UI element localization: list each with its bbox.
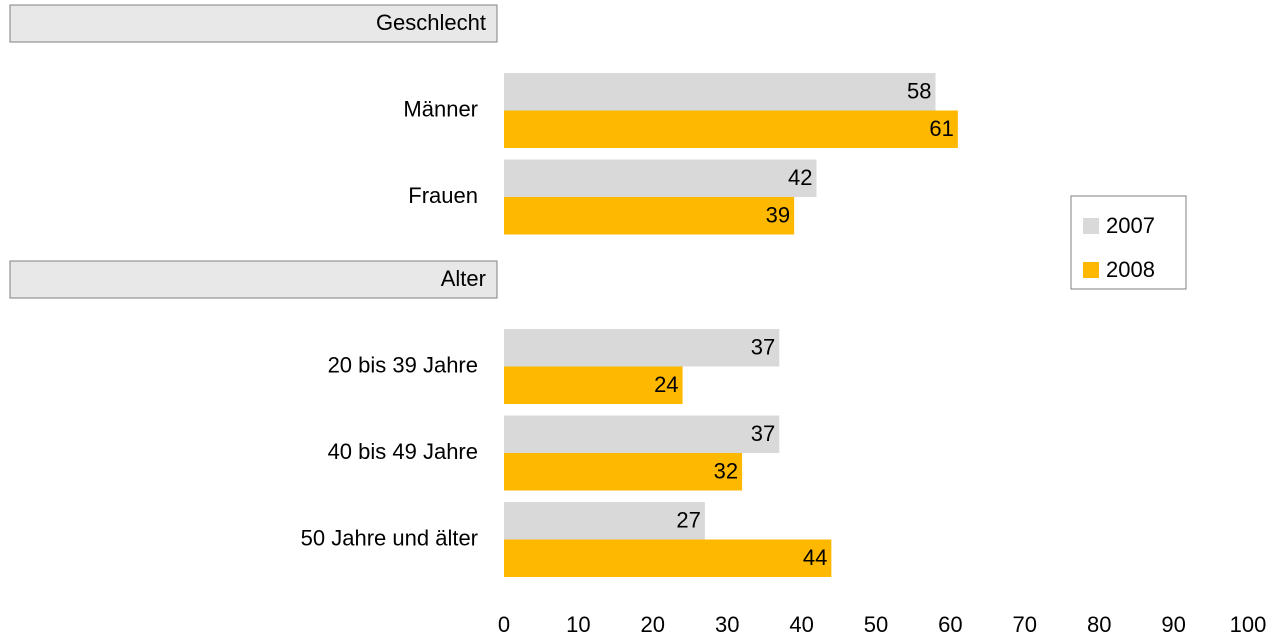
category-label: 50 Jahre und älter	[301, 525, 478, 550]
bar	[504, 329, 780, 367]
legend-swatch	[1083, 262, 1099, 278]
value-label: 58	[907, 79, 931, 104]
x-tick-label: 80	[1087, 612, 1111, 637]
value-label: 44	[803, 545, 827, 570]
x-tick-label: 20	[641, 612, 665, 637]
bar	[504, 453, 743, 491]
group-header-box	[9, 260, 498, 299]
x-tick-label: 50	[864, 612, 888, 637]
bar	[504, 159, 817, 197]
category-label: 20 bis 39 Jahre	[328, 352, 478, 377]
legend-label: 2008	[1106, 257, 1155, 282]
value-label: 24	[654, 372, 678, 397]
category-label: Männer	[403, 96, 478, 121]
bar	[504, 366, 683, 404]
group-header: Geschlecht	[376, 10, 486, 35]
bar	[504, 73, 936, 111]
category-label: Frauen	[408, 183, 478, 208]
value-label: 61	[929, 116, 953, 141]
bar	[504, 110, 958, 148]
bar	[504, 502, 705, 540]
x-tick-label: 10	[566, 612, 590, 637]
bar	[504, 539, 832, 577]
legend-swatch	[1083, 218, 1099, 234]
legend-label: 2007	[1106, 213, 1155, 238]
value-label: 27	[676, 508, 700, 533]
value-label: 37	[751, 335, 775, 360]
x-tick-label: 30	[715, 612, 739, 637]
group-header-box	[9, 4, 498, 43]
x-tick-label: 40	[789, 612, 813, 637]
x-tick-label: 0	[498, 612, 510, 637]
bar	[504, 197, 795, 235]
x-tick-label: 70	[1013, 612, 1037, 637]
value-label: 39	[766, 203, 790, 228]
bar	[504, 415, 780, 453]
value-label: 42	[788, 165, 812, 190]
x-tick-label: 100	[1230, 612, 1267, 637]
value-label: 32	[714, 459, 738, 484]
category-label: 40 bis 49 Jahre	[328, 439, 478, 464]
group-header: Alter	[441, 266, 486, 291]
value-label: 37	[751, 421, 775, 446]
x-tick-label: 60	[938, 612, 962, 637]
x-tick-label: 90	[1161, 612, 1185, 637]
